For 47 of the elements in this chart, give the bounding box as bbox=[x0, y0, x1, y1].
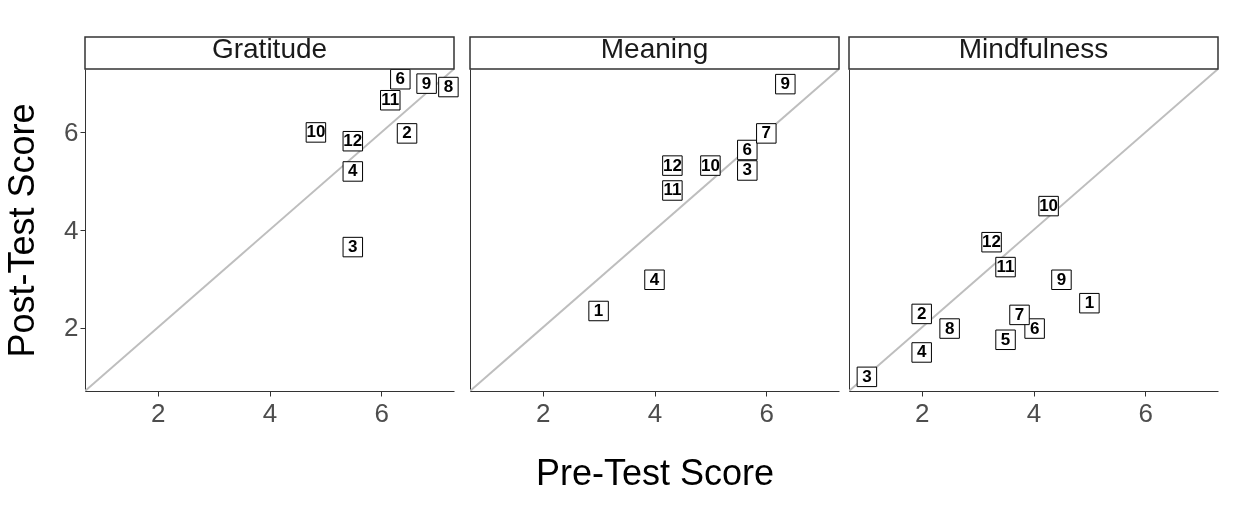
annotation: 4 bbox=[649, 269, 660, 289]
y-tick-label: 2 bbox=[64, 312, 79, 343]
annotation: 9 bbox=[1056, 269, 1067, 289]
x-tick-label: 6 bbox=[759, 397, 775, 428]
y-axis-title: Post-Test Score bbox=[1, 103, 43, 358]
annotation: 9 bbox=[780, 74, 791, 94]
annotation: 9 bbox=[421, 73, 432, 93]
annotation: 4 bbox=[348, 161, 359, 181]
x-tick-label: 2 bbox=[150, 397, 166, 428]
x-tick-label: 2 bbox=[914, 397, 930, 428]
annotation: 10 bbox=[700, 155, 720, 175]
annotation: 11 bbox=[663, 180, 682, 200]
annotation: 10 bbox=[1039, 196, 1059, 216]
x-axis-title: Pre-Test Score bbox=[535, 451, 775, 493]
chart-title: Mindfulness bbox=[958, 33, 1109, 65]
y-tick-label: 4 bbox=[64, 214, 79, 245]
x-tick-label: 6 bbox=[1138, 397, 1154, 428]
annotation: 12 bbox=[343, 131, 363, 151]
annotation: 1 bbox=[1084, 293, 1095, 313]
annotation: 6 bbox=[1029, 318, 1040, 338]
annotation: 6 bbox=[742, 139, 753, 159]
annotation: 12 bbox=[982, 232, 1002, 252]
chart-title: Meaning bbox=[600, 33, 709, 65]
annotation: 12 bbox=[662, 155, 682, 175]
annotation: 10 bbox=[306, 122, 326, 142]
annotation: 3 bbox=[348, 237, 358, 257]
annotation: 2 bbox=[402, 123, 412, 143]
chart-title: Gratitude bbox=[211, 33, 328, 65]
annotation: 3 bbox=[862, 366, 872, 386]
annotation: 2 bbox=[916, 303, 927, 323]
annotation: 11 bbox=[381, 90, 400, 110]
x-tick-label: 4 bbox=[647, 397, 663, 428]
y-tick-label: 6 bbox=[64, 116, 79, 147]
x-tick-label: 2 bbox=[535, 397, 551, 428]
x-tick-label: 4 bbox=[1026, 397, 1042, 428]
x-tick-label: 4 bbox=[262, 397, 278, 428]
annotation: 7 bbox=[761, 123, 772, 143]
annotation: 1 bbox=[593, 300, 604, 320]
x-tick-label: 6 bbox=[374, 397, 390, 428]
annotation: 3 bbox=[742, 160, 753, 180]
annotation: 6 bbox=[395, 69, 406, 89]
annotation: 7 bbox=[1014, 304, 1025, 324]
annotation: 8 bbox=[443, 77, 454, 97]
annotation: 8 bbox=[944, 318, 955, 338]
annotation: 5 bbox=[1000, 329, 1011, 349]
annotation: 11 bbox=[996, 257, 1015, 277]
annotation: 4 bbox=[916, 342, 927, 362]
